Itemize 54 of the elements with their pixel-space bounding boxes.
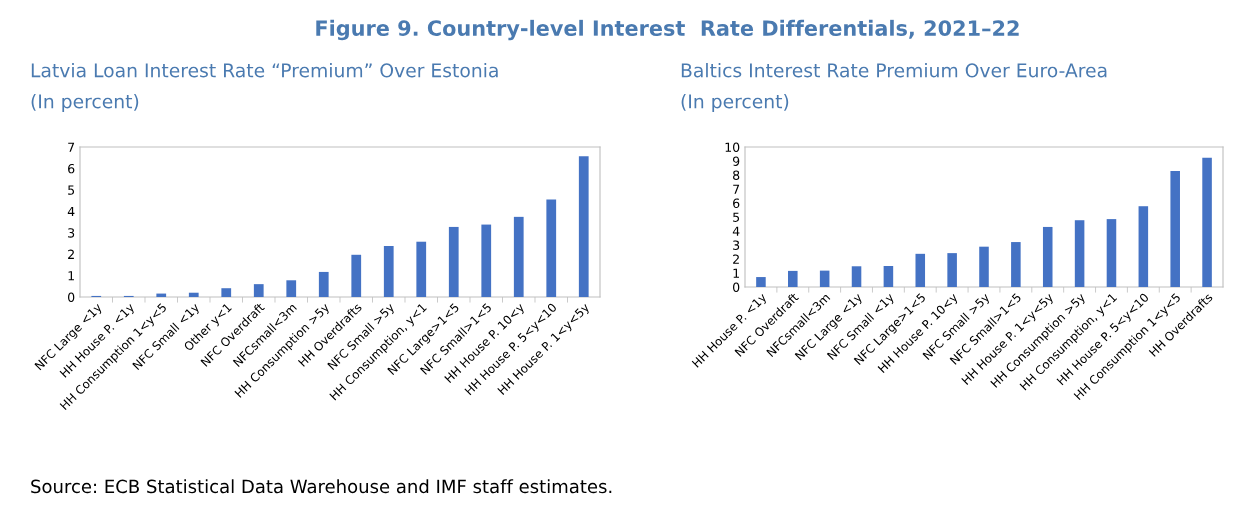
bar <box>416 241 427 297</box>
y-tick-label: 5 <box>68 185 75 195</box>
y-tick-label: 6 <box>68 163 75 174</box>
y-tick-label: 9 <box>732 156 740 166</box>
bar <box>448 226 459 297</box>
y-tick-label: 0 <box>733 282 740 292</box>
bar <box>221 288 232 297</box>
y-tick-label: 4 <box>67 206 75 217</box>
bar <box>979 246 989 287</box>
bar <box>156 293 167 297</box>
y-axis-title: (In percent) <box>681 93 789 113</box>
y-axis-title: (In percent) <box>31 93 139 113</box>
chart-subtitle: Latvia Loan Interest Rate “Premium” Over Estonia <box>31 62 498 78</box>
bar <box>1011 242 1021 287</box>
bar <box>318 271 329 297</box>
y-tick-label: 0 <box>68 292 75 302</box>
y-tick-label: 1 <box>68 271 74 281</box>
y-tick-label: 7 <box>733 184 740 194</box>
text: Figure 9. Country-level Interest Rate Differentials, 2021–22 <box>316 19 1019 41</box>
bar <box>513 216 524 297</box>
bar <box>1202 157 1212 287</box>
y-tick-label: 8 <box>733 170 740 180</box>
bar <box>915 253 926 287</box>
bar <box>351 254 362 297</box>
bar <box>788 270 798 287</box>
y-tick-label: 3 <box>68 228 75 238</box>
chart-subtitle: Baltics Interest Rate Premium Over Euro-Area <box>681 62 1107 78</box>
bar <box>578 156 589 297</box>
bar <box>756 277 766 287</box>
y-tick-label: 3 <box>733 240 740 250</box>
y-tick-label: 5 <box>733 212 740 222</box>
bar <box>947 253 957 287</box>
bar <box>883 266 894 287</box>
y-tick-label: 2 <box>68 249 74 259</box>
bar <box>1170 170 1180 287</box>
y-tick-label: 10 <box>725 142 740 152</box>
bar <box>1106 219 1117 287</box>
source-note: Source: ECB Statistical Data Warehouse and IMF staff estimates. <box>31 479 612 494</box>
bar <box>1042 226 1053 287</box>
y-tick-label: 4 <box>732 226 740 236</box>
bar <box>188 292 199 297</box>
y-tick-label: 6 <box>733 198 740 208</box>
bar <box>1074 220 1085 287</box>
bar <box>286 280 297 297</box>
bar <box>819 270 830 287</box>
bar <box>481 224 492 297</box>
y-tick-label: 2 <box>733 254 739 264</box>
y-tick-label: 7 <box>68 142 75 152</box>
y-tick-label: 1 <box>733 268 739 278</box>
bar <box>253 284 264 297</box>
bar <box>1138 206 1149 287</box>
bar <box>851 266 862 287</box>
bar <box>383 246 394 297</box>
bar <box>546 199 557 297</box>
